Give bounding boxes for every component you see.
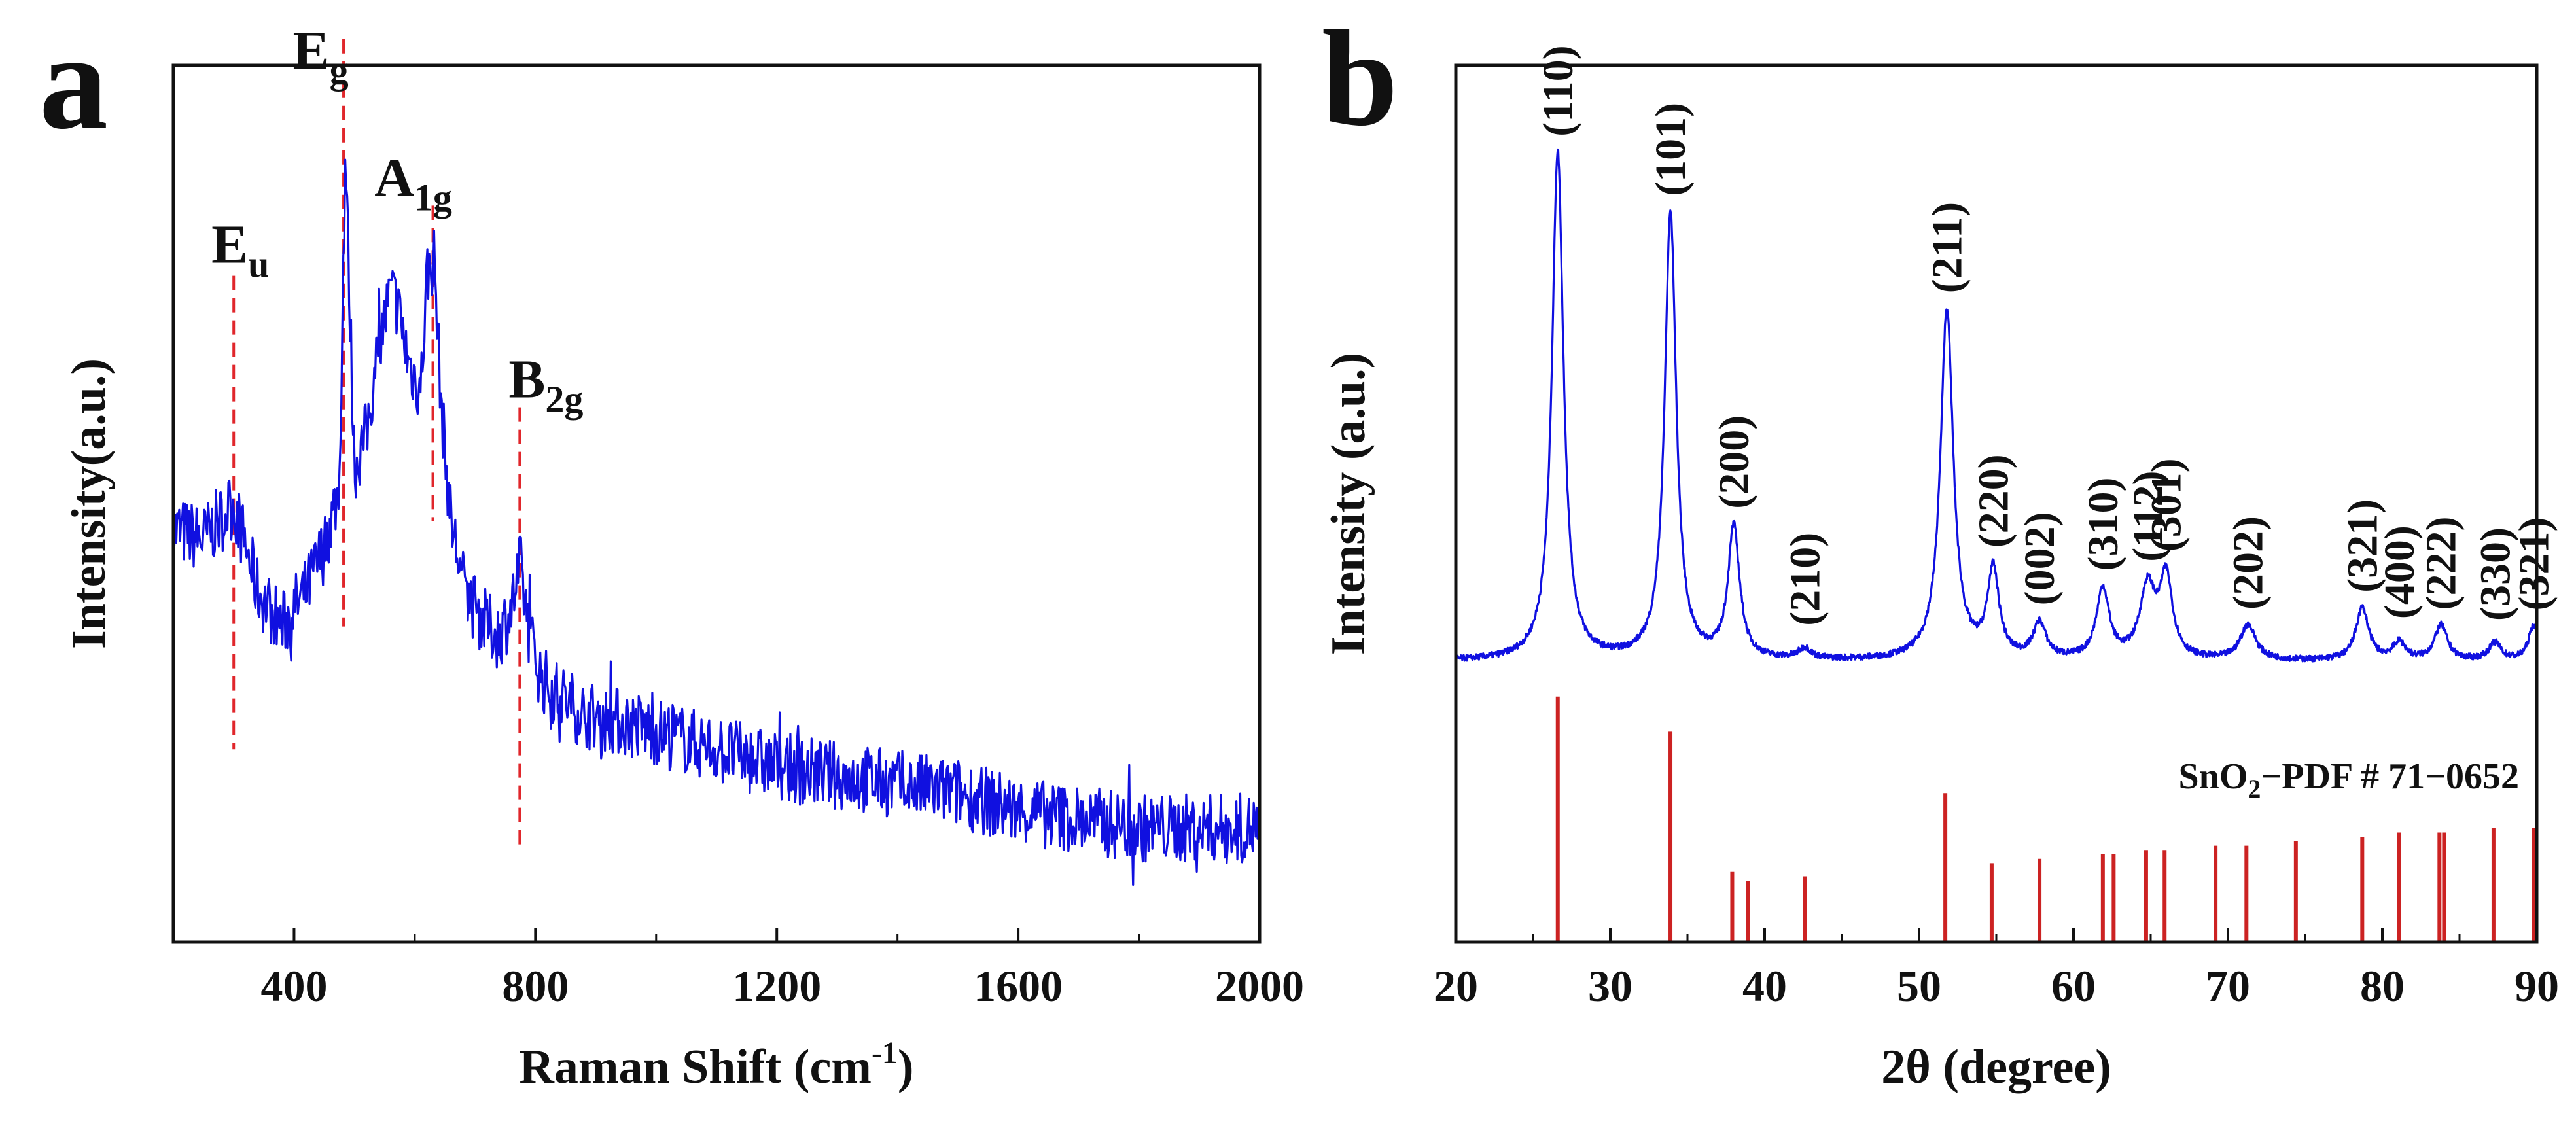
- a-mode-label-3: B2g: [508, 349, 583, 421]
- a-x-tick-label-4: 2000: [1215, 961, 1304, 1011]
- a-mode-label-1-main: E: [293, 20, 330, 81]
- b-reference-label: SnO2−PDF # 71−0652: [2179, 756, 2519, 803]
- b-x-tick-label-7: 90: [2514, 961, 2559, 1011]
- a-mode-label-2-main: A: [374, 147, 414, 208]
- b-x-tick-label-4: 60: [2051, 961, 2096, 1011]
- a-plot-frame: [171, 63, 1262, 944]
- b-x-tick-label-2: 40: [1742, 961, 1787, 1011]
- b-x-tick-label-0: 20: [1434, 961, 1478, 1011]
- panel-a-letter: a: [39, 6, 108, 158]
- a-x-axis-title-close: ): [898, 1040, 914, 1094]
- b-peak-label-10: (202): [2225, 516, 2272, 610]
- a-mode-label-2: A1g: [374, 147, 452, 219]
- b-peak-label-4: (211): [1924, 202, 1971, 293]
- panel-b-letter: b: [1322, 3, 1398, 154]
- a-mode-label-1-sub: g: [330, 49, 349, 92]
- a-x-tick-label-0: 400: [260, 961, 327, 1011]
- a-mode-label-1: Eg: [293, 20, 349, 92]
- a-x-axis-title-main: Raman Shift (cm: [519, 1040, 872, 1094]
- b-reference-lines: [1555, 696, 2536, 942]
- b-peak-labels: (110) (101) (200) (210) (211) (220)(002) (310)…: [1534, 45, 2558, 625]
- b-peak-label-6: (002): [2016, 512, 2064, 605]
- b-peak-label-11: (321): [2338, 499, 2386, 593]
- a-raman-spectrum-line: [172, 158, 1261, 887]
- b-peak-label-2: (200): [1710, 415, 1758, 509]
- b-reference-label-sub: 2: [2248, 774, 2261, 803]
- a-mode-label-0: Eu: [211, 215, 269, 286]
- a-x-axis-title-sup: -1: [872, 1036, 898, 1070]
- panel-b: b (110) (101) (200) (210) (211) (220)(002) (31…: [1322, 3, 2559, 1094]
- b-peak-label-8: (112): [2124, 470, 2172, 561]
- b-x-axis-title: 2θ (degree): [1881, 1040, 2111, 1094]
- b-peak-label-13: (222): [2418, 517, 2465, 610]
- b-peak-label-7: (310): [2079, 478, 2127, 571]
- b-peak-label-14: (330): [2471, 527, 2519, 621]
- b-x-tick-label-1: 30: [1588, 961, 1632, 1011]
- b-xrd-pattern-line: [1455, 148, 2538, 663]
- a-mode-label-2-sub: 1g: [414, 176, 452, 219]
- b-x-ticks: 20 30 40 50 60 70 80 90: [1434, 928, 2559, 1011]
- a-x-tick-label-3: 1600: [974, 961, 1063, 1011]
- b-x-tick-label-6: 80: [2360, 961, 2405, 1011]
- b-peak-label-12: (400): [2376, 525, 2424, 619]
- b-reference-label-rest: −PDF # 71−0652: [2261, 756, 2519, 797]
- b-reference-label-main: SnO: [2179, 756, 2248, 797]
- a-y-axis-title: Intensity(a.u.): [62, 359, 116, 649]
- b-peak-label-9: (301): [2143, 458, 2191, 552]
- a-mode-label-3-sub: 2g: [545, 378, 583, 421]
- b-peak-label-5: (220): [1969, 454, 2017, 548]
- a-x-tick-label-2: 1200: [732, 961, 821, 1011]
- b-peak-label-15: (321): [2510, 518, 2558, 611]
- b-peak-label-3: (210): [1781, 533, 1829, 626]
- a-mode-label-0-sub: u: [248, 243, 269, 286]
- a-x-tick-label-1: 800: [502, 961, 569, 1011]
- a-mode-label-0-main: E: [211, 215, 248, 275]
- a-x-axis-title: Raman Shift (cm-1): [519, 1036, 913, 1094]
- b-x-tick-label-5: 70: [2206, 961, 2250, 1011]
- b-peak-label-1: (101): [1647, 103, 1695, 196]
- a-mode-label-3-main: B: [508, 349, 545, 410]
- b-x-tick-label-3: 50: [1897, 961, 1941, 1011]
- a-x-ticks: 400 800 1200 1600 2000: [172, 928, 1304, 1011]
- b-y-axis-title: Intensity (a.u.): [1322, 353, 1375, 656]
- b-peak-label-0: (110): [1534, 45, 1582, 136]
